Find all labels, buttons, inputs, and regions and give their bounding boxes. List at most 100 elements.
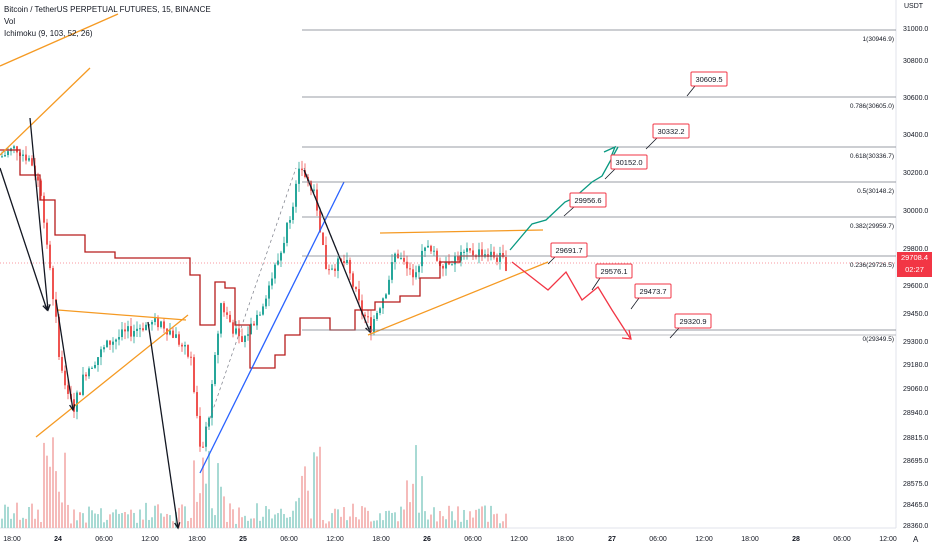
volume-bar xyxy=(76,520,78,528)
target-callout-down: 29320.9 xyxy=(669,313,712,339)
candle-body xyxy=(331,268,333,270)
time-axis-label: 18:00 xyxy=(372,536,390,543)
candle-body xyxy=(1,156,3,158)
candle-body xyxy=(181,344,183,347)
time-axis-label: 18:00 xyxy=(556,536,574,543)
volume-bar xyxy=(58,491,60,528)
candle-body xyxy=(343,261,345,264)
ichimoku-baseline xyxy=(0,149,505,369)
volume-bar xyxy=(358,519,360,528)
candle-body xyxy=(202,446,204,448)
callout-pointer xyxy=(645,137,658,150)
time-axis-label: 12:00 xyxy=(141,536,159,543)
volume-bar xyxy=(61,502,63,528)
candle-body xyxy=(472,250,474,256)
candle-body xyxy=(409,268,411,270)
time-axis-label: 12:00 xyxy=(695,536,713,543)
volume-bar xyxy=(412,483,414,528)
volume-bar xyxy=(322,519,324,528)
target-callout-up: 30152.0 xyxy=(604,154,648,180)
volume-bar xyxy=(232,509,234,528)
callout-pointer xyxy=(630,297,640,310)
volume-bar xyxy=(199,493,201,528)
candle-body xyxy=(220,303,222,334)
volume-indicator-label[interactable]: Vol xyxy=(4,17,16,26)
candle-body xyxy=(94,364,96,368)
candle-body xyxy=(13,146,15,149)
time-axis-label: 06:00 xyxy=(833,536,851,543)
candle-body xyxy=(373,319,375,333)
volume-bar xyxy=(301,475,303,528)
volume-bar xyxy=(313,452,315,528)
volume-bar xyxy=(187,521,189,528)
volume-bar xyxy=(496,513,498,528)
price-tick-label: 28575.0 xyxy=(903,481,928,488)
volume-bar xyxy=(499,523,501,528)
candle-body xyxy=(286,222,288,243)
fib-level-label: 0.5(30148.2) xyxy=(857,188,894,195)
swing-dashed-line xyxy=(205,167,297,431)
candle-body xyxy=(301,168,303,171)
volume-bar xyxy=(49,466,51,528)
volume-bar xyxy=(112,512,114,528)
candle-body xyxy=(493,251,495,258)
volume-bar xyxy=(202,457,204,528)
volume-bar xyxy=(31,503,33,528)
candle-body xyxy=(346,259,348,264)
candle-body xyxy=(274,264,276,279)
candle-body xyxy=(169,330,171,335)
candle-body xyxy=(172,330,174,338)
volume-bar xyxy=(385,511,387,528)
volume-bar xyxy=(190,517,192,528)
candle-body xyxy=(46,222,48,245)
candle-body xyxy=(232,322,234,334)
volume-bar xyxy=(367,510,369,528)
volume-bar xyxy=(166,513,168,528)
bearish-projection-arrowhead xyxy=(621,329,632,340)
volume-bar xyxy=(289,516,291,528)
volume-bar xyxy=(433,507,435,528)
candle-body xyxy=(178,334,180,345)
candle-body xyxy=(496,257,498,262)
volume-bar xyxy=(406,480,408,528)
volume-bar xyxy=(181,504,183,528)
volume-bar xyxy=(1,518,3,528)
candle-body xyxy=(259,314,261,316)
candle-body xyxy=(403,257,405,262)
candle-body xyxy=(37,176,39,181)
candle-body xyxy=(103,347,105,350)
volume-bar xyxy=(337,509,339,528)
candle-body xyxy=(67,385,69,394)
price-tick-label: 28940.0 xyxy=(903,410,928,417)
candle-body xyxy=(187,344,189,357)
volume-bar xyxy=(88,506,90,528)
target-callout-up: 30332.2 xyxy=(645,123,690,150)
orange-trendline xyxy=(367,261,549,336)
volume-bar xyxy=(415,445,417,528)
volume-bar xyxy=(7,506,9,528)
volume-bar xyxy=(409,502,411,528)
volume-bar xyxy=(421,476,423,528)
volume-bar xyxy=(373,520,375,528)
volume-bar xyxy=(469,511,471,528)
fib-level-label: 0(29349.5) xyxy=(863,336,894,343)
black-arrows-group xyxy=(0,117,372,530)
auto-scale-toggle[interactable]: A xyxy=(913,535,919,544)
ichimoku-indicator-label[interactable]: Ichimoku (9, 103, 52, 26) xyxy=(4,29,93,38)
volume-bar xyxy=(229,503,231,528)
callout-box xyxy=(690,71,728,87)
candle-body xyxy=(43,195,45,223)
volume-bar xyxy=(280,508,282,528)
candle-body xyxy=(199,415,201,447)
volume-bar xyxy=(424,511,426,528)
volume-bar xyxy=(154,505,156,528)
candle-body xyxy=(214,354,216,385)
volume-bar xyxy=(250,518,252,528)
volume-bar xyxy=(85,522,87,528)
candle-body xyxy=(316,189,318,211)
volume-bar xyxy=(124,512,126,528)
price-axis-unit: USDT xyxy=(904,3,924,10)
volume-bar xyxy=(133,512,135,528)
